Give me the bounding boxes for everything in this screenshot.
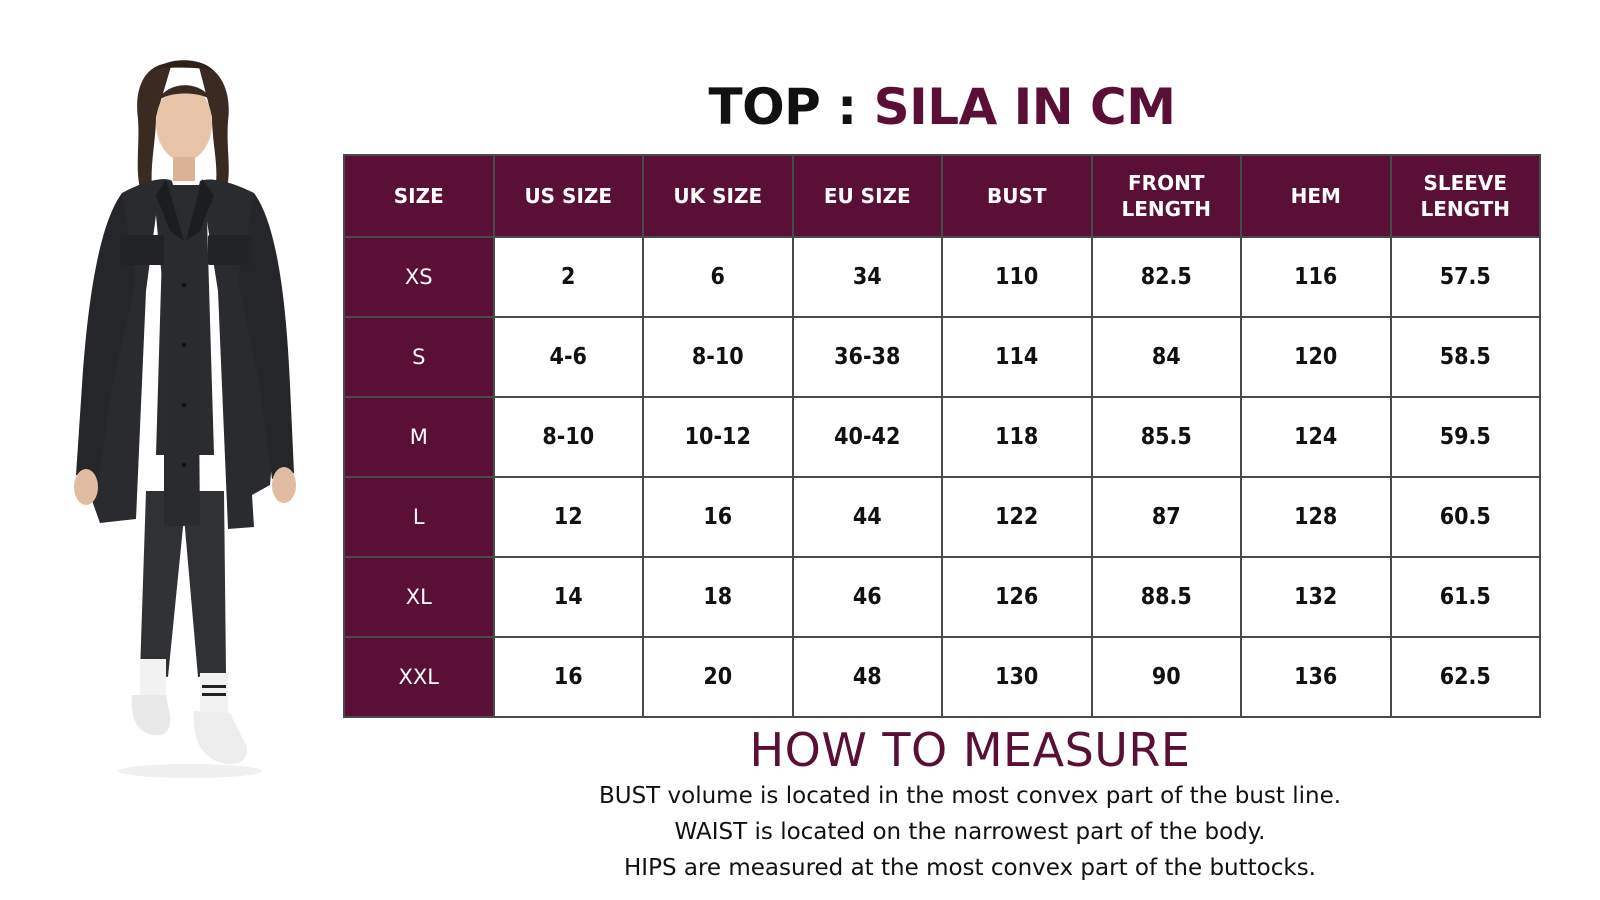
- cell-front-length: 84: [1090, 316, 1242, 398]
- row-size-label: XL: [343, 556, 495, 638]
- table-header-row: SIZE US SIZE UK SIZE EU SIZE BUST FRONT …: [343, 154, 1541, 238]
- cell-us-size: 14: [492, 556, 644, 638]
- header-uk-size: UK SIZE: [642, 154, 794, 238]
- measure-instruction-bust: BUST volume is located in the most conve…: [598, 783, 1342, 809]
- row-size-label: L: [343, 476, 495, 558]
- cell-sleeve-length: 59.5: [1389, 396, 1541, 478]
- cell-bust: 114: [941, 316, 1093, 398]
- cell-us-size: 2: [492, 236, 644, 318]
- cell-us-size: 12: [492, 476, 644, 558]
- cell-eu-size: 40-42: [791, 396, 943, 478]
- header-hem: HEM: [1240, 154, 1392, 238]
- header-sleeve-length: SLEEVE LENGTH: [1389, 154, 1541, 238]
- cell-hem: 136: [1240, 636, 1392, 718]
- row-size-label: XS: [343, 236, 495, 318]
- how-to-measure-section: HOW TO MEASURE BUST volume is located in…: [343, 722, 1597, 886]
- table-row: XL 14 18 46 126 88.5 132 61.5: [343, 556, 1541, 638]
- cell-us-size: 16: [492, 636, 644, 718]
- row-size-label: M: [343, 396, 495, 478]
- table-row: XS 2 6 34 110 82.5 116 57.5: [343, 236, 1541, 318]
- cell-us-size: 4-6: [492, 316, 644, 398]
- cell-hem: 116: [1240, 236, 1392, 318]
- cell-hem: 128: [1240, 476, 1392, 558]
- how-to-measure-heading: HOW TO MEASURE: [749, 723, 1191, 777]
- table-row: L 12 16 44 122 87 128 60.5: [343, 476, 1541, 558]
- cell-front-length: 85.5: [1090, 396, 1242, 478]
- cell-bust: 110: [941, 236, 1093, 318]
- cell-front-length: 88.5: [1090, 556, 1242, 638]
- measure-instruction-waist: WAIST is located on the narrowest part o…: [674, 819, 1266, 845]
- cell-uk-size: 10-12: [642, 396, 794, 478]
- cell-eu-size: 36-38: [791, 316, 943, 398]
- cell-bust: 122: [941, 476, 1093, 558]
- cell-sleeve-length: 60.5: [1389, 476, 1541, 558]
- cell-bust: 118: [941, 396, 1093, 478]
- table-row: XXL 16 20 48 130 90 136 62.5: [343, 636, 1541, 718]
- cell-bust: 126: [941, 556, 1093, 638]
- model-photo: [60, 55, 310, 815]
- cell-bust: 130: [941, 636, 1093, 718]
- cell-uk-size: 20: [642, 636, 794, 718]
- cell-sleeve-length: 61.5: [1389, 556, 1541, 638]
- page-title: TOP : SILA IN CM: [343, 76, 1541, 138]
- cell-front-length: 82.5: [1090, 236, 1242, 318]
- row-size-label: S: [343, 316, 495, 398]
- size-chart-table: SIZE US SIZE UK SIZE EU SIZE BUST FRONT …: [343, 154, 1541, 718]
- cell-hem: 120: [1240, 316, 1392, 398]
- header-size: SIZE: [343, 154, 495, 238]
- row-size-label: XXL: [343, 636, 495, 718]
- cell-uk-size: 16: [642, 476, 794, 558]
- cell-sleeve-length: 58.5: [1389, 316, 1541, 398]
- title-accent: SILA IN CM: [873, 78, 1176, 136]
- measure-instruction-hips: HIPS are measured at the most convex par…: [624, 855, 1316, 881]
- cell-front-length: 90: [1090, 636, 1242, 718]
- cell-hem: 124: [1240, 396, 1392, 478]
- cell-eu-size: 46: [791, 556, 943, 638]
- title-prefix: TOP :: [708, 78, 858, 136]
- cell-sleeve-length: 62.5: [1389, 636, 1541, 718]
- table-row: S 4-6 8-10 36-38 114 84 120 58.5: [343, 316, 1541, 398]
- header-front-length: FRONT LENGTH: [1090, 154, 1242, 238]
- cell-eu-size: 44: [791, 476, 943, 558]
- cell-uk-size: 6: [642, 236, 794, 318]
- cell-front-length: 87: [1090, 476, 1242, 558]
- header-eu-size: EU SIZE: [791, 154, 943, 238]
- header-us-size: US SIZE: [492, 154, 644, 238]
- table-row: M 8-10 10-12 40-42 118 85.5 124 59.5: [343, 396, 1541, 478]
- cell-hem: 132: [1240, 556, 1392, 638]
- cell-eu-size: 48: [791, 636, 943, 718]
- cell-uk-size: 18: [642, 556, 794, 638]
- cell-eu-size: 34: [791, 236, 943, 318]
- cell-sleeve-length: 57.5: [1389, 236, 1541, 318]
- header-bust: BUST: [941, 154, 1093, 238]
- cell-uk-size: 8-10: [642, 316, 794, 398]
- cell-us-size: 8-10: [492, 396, 644, 478]
